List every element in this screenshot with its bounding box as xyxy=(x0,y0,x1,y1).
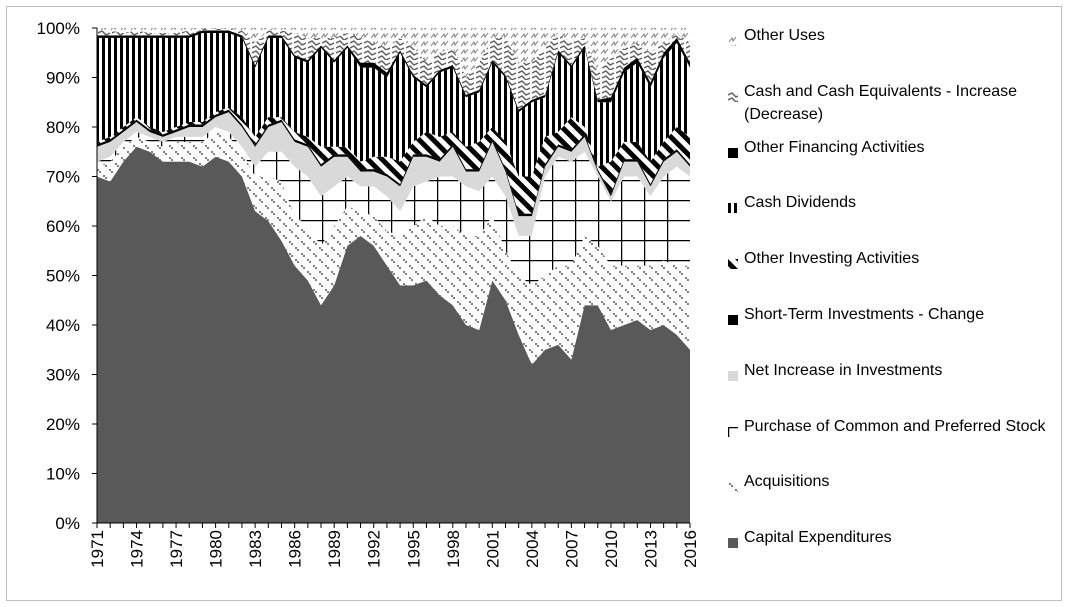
legend-swatch-rect xyxy=(728,91,738,102)
y-tick-label: 90% xyxy=(46,69,80,88)
legend-swatch xyxy=(728,30,738,46)
area xyxy=(97,112,690,236)
x-tick-label: 1989 xyxy=(325,530,344,568)
legend-swatch-graphic xyxy=(728,91,738,102)
x-tick-label: 2001 xyxy=(483,530,502,568)
legend-label: Other Investing Activities xyxy=(744,250,920,268)
x-tick-label: 1971 xyxy=(88,530,107,568)
legend-item: Purchase of Common and Preferred Stock xyxy=(728,415,1053,438)
x-tick-label: 1995 xyxy=(404,530,423,568)
area xyxy=(97,127,690,286)
legend-item: Net Increase in Investments xyxy=(728,359,1053,382)
legend-swatch-graphic xyxy=(728,147,738,158)
legend-label: Acquisitions xyxy=(744,473,830,491)
legend-label: Other Financing Activities xyxy=(744,138,925,156)
legend-label: Purchase of Common and Preferred Stock xyxy=(744,417,1046,435)
chart-border xyxy=(6,6,1062,601)
x-tick-label: 2004 xyxy=(523,530,542,568)
legend-swatch xyxy=(728,476,738,493)
area xyxy=(97,146,690,524)
legend-swatch xyxy=(728,365,738,381)
y-tick-label: 50% xyxy=(46,267,80,286)
y-tick-label: 40% xyxy=(46,316,80,335)
legend-swatch xyxy=(728,532,738,549)
x-tick-label: 1986 xyxy=(286,530,305,568)
y-tick-label: 100% xyxy=(37,19,80,38)
legend-swatch-rect xyxy=(728,147,738,158)
legend-label: Other Uses xyxy=(744,27,825,44)
legend-swatch xyxy=(728,421,738,437)
legend-swatch xyxy=(728,253,738,270)
x-tick-label: 2016 xyxy=(681,530,700,568)
legend-item: Other Financing Activities xyxy=(728,136,1053,159)
legend-swatch-rect xyxy=(728,426,738,437)
legend-swatch-graphic xyxy=(728,370,738,381)
y-tick-label: 10% xyxy=(46,465,80,484)
x-tick-label: 1992 xyxy=(365,530,384,568)
legend-label: Net Increase in Investments xyxy=(744,361,943,379)
area xyxy=(97,28,690,110)
area xyxy=(97,107,690,214)
legend-label: Capital Expenditures xyxy=(744,529,892,547)
legend-item: Other Investing Activities xyxy=(728,247,1053,270)
x-tick-label: 1980 xyxy=(207,530,226,568)
x-tick-label: 2007 xyxy=(562,530,581,568)
legend-label: Cash and Cash Equivalents - Increase (De… xyxy=(744,82,1018,123)
legend-swatch-graphic xyxy=(728,538,738,549)
legend-swatch-graphic xyxy=(728,259,738,270)
legend-item: Cash Dividends xyxy=(728,191,1053,214)
area xyxy=(97,131,690,365)
x-tick-label: 1977 xyxy=(167,530,186,568)
legend-swatch-rect xyxy=(728,315,738,325)
legend-swatch-rect xyxy=(728,203,738,214)
legend-swatch xyxy=(728,86,738,102)
area xyxy=(97,28,690,78)
y-tick-label: 80% xyxy=(46,118,80,137)
y-tick-label: 0% xyxy=(55,514,80,533)
legend-swatch-rect xyxy=(728,370,738,381)
legend-swatch-graphic xyxy=(728,36,738,46)
legend-swatch xyxy=(728,142,738,158)
legend-swatch xyxy=(728,309,738,325)
x-tick-label: 2013 xyxy=(641,530,660,568)
legend-item: Capital Expenditures xyxy=(728,526,1053,549)
legend-item: Acquisitions xyxy=(728,470,1053,493)
legend-swatch-rect xyxy=(728,36,738,46)
legend-swatch-graphic xyxy=(728,203,738,214)
legend-swatch xyxy=(728,197,738,214)
legend-swatch-rect xyxy=(728,538,738,549)
legend-swatch-rect xyxy=(728,259,738,270)
legend-swatch-graphic xyxy=(728,315,738,325)
legend-item: Other Uses xyxy=(728,24,1053,47)
area xyxy=(97,32,690,177)
y-tick-label: 20% xyxy=(46,415,80,434)
legend-swatch-graphic xyxy=(728,426,738,437)
y-tick-label: 30% xyxy=(46,366,80,385)
legend-label: Cash Dividends xyxy=(744,194,857,212)
legend-item: Cash and Cash Equivalents - Increase (De… xyxy=(728,80,1053,126)
legend-swatch-rect xyxy=(728,482,738,493)
x-tick-label: 2010 xyxy=(602,530,621,568)
y-tick-label: 60% xyxy=(46,217,80,236)
x-tick-label: 1983 xyxy=(246,530,265,568)
x-tick-label: 1974 xyxy=(128,530,147,568)
legend-item: Short-Term Investments - Change xyxy=(728,303,1053,326)
legend-label: Short-Term Investments - Change xyxy=(744,306,985,323)
legend-swatch-graphic xyxy=(728,482,738,493)
y-tick-label: 70% xyxy=(46,168,80,187)
x-tick-label: 1998 xyxy=(444,530,463,568)
